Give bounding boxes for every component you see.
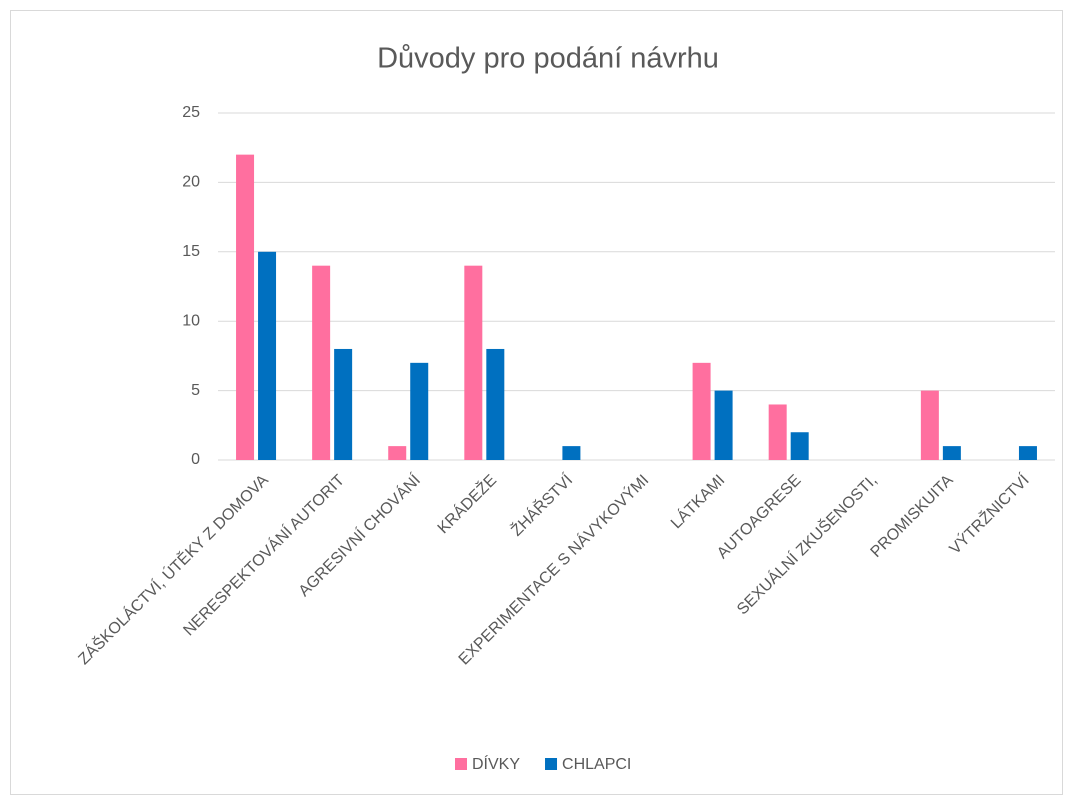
chart-border [10, 10, 1063, 795]
bar [464, 265, 483, 460]
y-tick-label: 15 [182, 243, 200, 260]
bar [388, 446, 407, 460]
y-tick-label: 25 [182, 104, 200, 121]
bar [920, 390, 939, 460]
y-tick-label: 10 [182, 312, 200, 329]
legend-swatch [545, 758, 558, 770]
bar [692, 362, 711, 460]
y-tick-label: 0 [191, 451, 200, 468]
bar [334, 348, 353, 460]
y-tick-label: 20 [182, 174, 200, 191]
bar [258, 251, 277, 460]
bar [714, 390, 733, 460]
bar [768, 404, 787, 460]
legend-label: CHLAPCI [562, 756, 631, 773]
bar [312, 265, 331, 460]
bar [1018, 446, 1037, 460]
legend-label: DÍVKY [472, 754, 520, 773]
legend-swatch [455, 758, 467, 770]
bar [790, 432, 809, 460]
chart-title: Důvody pro podání návrhu [377, 43, 719, 75]
bar [562, 446, 581, 460]
bar [236, 154, 255, 460]
bar [486, 348, 505, 460]
y-tick-label: 5 [191, 382, 200, 399]
bar [942, 446, 961, 460]
bar [410, 362, 429, 460]
